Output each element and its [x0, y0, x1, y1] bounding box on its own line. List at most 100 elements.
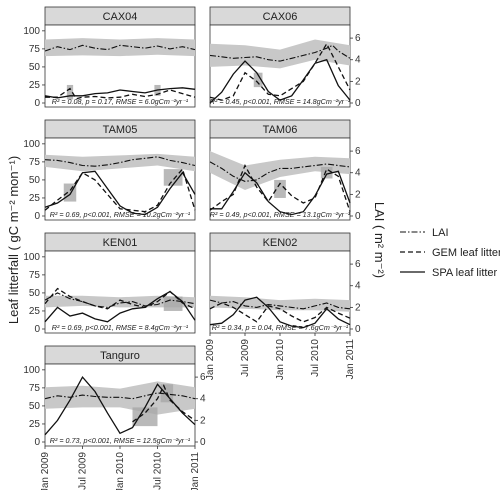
y-right-tick-label: 2 — [200, 415, 206, 426]
x-tick-label: Jul 2010 — [310, 339, 321, 377]
plot-area — [209, 250, 351, 334]
panel-title: KEN01 — [103, 237, 138, 249]
panel-title: TAM05 — [103, 124, 138, 136]
y-right-tick-label: 6 — [355, 146, 361, 157]
spa-series-line — [44, 87, 196, 99]
gem-series-line — [44, 167, 196, 213]
y-left-tick-label: 100 — [23, 26, 40, 37]
panel-tam06: TAM06 R² = 0.49, p<0.001, RMSE = 13.1gCm⁻… — [209, 119, 361, 222]
spa-series-line — [44, 170, 196, 216]
panel-title: Tanguro — [100, 350, 140, 362]
y-right-tick-label: 2 — [355, 189, 361, 200]
y-axis-label-left: Leaf litterfall ( gC m⁻² mon⁻¹) — [6, 156, 21, 324]
y-right-tick-label: 0 — [355, 98, 361, 109]
spa-series-line — [44, 375, 196, 436]
panel-stats: R² = 0.69, p<0.001, RMSE = 8.4gCm⁻²yr⁻¹ — [52, 323, 189, 332]
legend-label: GEM leaf litter — [432, 247, 500, 259]
lai-uncertainty-band — [45, 153, 195, 172]
x-tick-label: Jan 2011 — [345, 339, 356, 380]
y-left-tick-label: 50 — [29, 401, 41, 412]
lai-series-line — [44, 156, 196, 167]
y-left-tick-label: 25 — [29, 193, 41, 204]
lai-uncertainty-band — [45, 381, 195, 415]
legend-label: LAI — [432, 227, 449, 239]
spa-series-line — [209, 58, 351, 104]
spa-series-line — [44, 290, 196, 323]
panel-stats: R² = 0.73, p<0.001, RMSE = 12.5gCm⁻²yr⁻¹ — [50, 436, 191, 445]
y-right-tick-label: 2 — [355, 302, 361, 313]
panel-ken01: KEN01 R² = 0.69, p<0.001, RMSE = 8.4gCm⁻²… — [23, 232, 196, 335]
panel-stats: R² = 0.49, p<0.001, RMSE = 13.1gCm⁻²yr⁻¹ — [210, 210, 351, 219]
x-tick-label: Jan 2009 — [205, 339, 216, 381]
panel-stats: R² = 0.08, p = 0.17, RMSE = 6.0gCm⁻²yr⁻¹ — [52, 97, 189, 106]
y-right-tick-label: 6 — [200, 372, 206, 383]
lai-series-line — [44, 44, 196, 52]
y-left-tick-label: 50 — [29, 62, 41, 73]
x-tick-label: Jan 2009 — [40, 452, 51, 490]
y-left-tick-label: 0 — [34, 98, 40, 109]
lai-series-line — [44, 292, 196, 308]
y-right-tick-label: 4 — [355, 55, 361, 66]
lai-uncertainty-band — [45, 38, 195, 57]
y-right-tick-label: 0 — [200, 437, 206, 448]
panel-cax04: CAX04 R² = 0.08, p = 0.17, RMSE = 6.0gCm⁻… — [23, 6, 196, 109]
gem-uncertainty-patch — [66, 84, 74, 100]
x-axis: Jan 2009 Jul 2009 Jan 2010 Jul 2010 Jan 2011… — [40, 333, 356, 490]
panels: CAX04 R² = 0.08, p = 0.17, RMSE = 6.0gCm⁻… — [23, 6, 361, 448]
lai-series-line — [44, 392, 196, 400]
x-tick-label: Jul 2009 — [78, 452, 89, 490]
y-left-tick-label: 100 — [23, 139, 40, 150]
plot-area — [44, 250, 196, 334]
y-left-tick-label: 0 — [34, 324, 40, 335]
y-left-tick-label: 0 — [34, 437, 40, 448]
panel-stats: R² = 0.69, p<0.001, RMSE = 10.2gCm⁻²yr⁻¹ — [50, 210, 191, 219]
y-left-tick-label: 75 — [29, 270, 41, 281]
gem-series-line — [132, 384, 196, 423]
panel-title: CAX06 — [263, 11, 298, 23]
panel-title: CAX04 — [103, 11, 138, 23]
y-left-tick-label: 25 — [29, 306, 41, 317]
gem-series-line — [45, 87, 196, 100]
x-tick-label: Jul 2009 — [240, 339, 251, 377]
legend-label: SPA leaf litter — [432, 267, 498, 279]
x-tick-label: Jul 2010 — [153, 452, 164, 490]
gem-series-line — [209, 302, 351, 323]
x-tick-label: Jan 2010 — [115, 452, 126, 490]
lai-series-line — [209, 299, 351, 310]
y-right-tick-label: 0 — [355, 324, 361, 335]
y-right-tick-label: 4 — [200, 394, 206, 405]
y-left-tick-label: 100 — [23, 252, 40, 263]
y-left-tick-label: 0 — [34, 211, 40, 222]
lai-series-line — [209, 44, 351, 62]
panel-stats: R² = 0.45, p<0.001, RMSE = 14.8gCm⁻²yr⁻¹ — [210, 97, 351, 106]
panel-title: KEN02 — [263, 237, 298, 249]
panel-title: TAM06 — [263, 124, 298, 136]
x-tick-label: Jan 2010 — [275, 339, 286, 381]
legend: LAI GEM leaf litter SPA leaf litter — [400, 227, 500, 279]
y-right-tick-label: 6 — [355, 259, 361, 270]
panel-tanguro: Tanguro R² = 0.73, p<0.001, RMSE = 12.5gC… — [23, 345, 206, 448]
y-left-tick-label: 75 — [29, 157, 41, 168]
y-right-tick-label: 4 — [355, 168, 361, 179]
panel-cax06: CAX06 R² = 0.45, p<0.001, RMSE = 14.8gCm⁻… — [209, 6, 361, 109]
lai-uncertainty-band — [210, 151, 350, 190]
panel-ken02: KEN02 R² = 0.34, p = 0.04, RMSE = 7.6gCm⁻… — [209, 232, 361, 335]
y-right-tick-label: 4 — [355, 281, 361, 292]
y-axis-label-right: LAI ( m² m⁻²) — [372, 202, 387, 278]
gem-uncertainty-patch — [274, 179, 286, 198]
gem-uncertainty-patch — [320, 166, 333, 179]
y-left-tick-label: 25 — [29, 419, 41, 430]
gem-series-line — [209, 42, 351, 101]
y-left-tick-label: 75 — [29, 383, 41, 394]
y-left-tick-label: 50 — [29, 175, 41, 186]
y-left-tick-label: 75 — [29, 44, 41, 55]
y-left-tick-label: 25 — [29, 80, 41, 91]
gem-uncertainty-patch — [132, 407, 158, 427]
gem-series-line — [209, 163, 351, 212]
gem-uncertainty-patch — [163, 169, 183, 186]
gem-uncertainty-patch — [253, 72, 263, 88]
y-right-tick-label: 2 — [355, 76, 361, 87]
spa-series-line — [210, 170, 351, 216]
spa-series-line — [209, 296, 351, 329]
